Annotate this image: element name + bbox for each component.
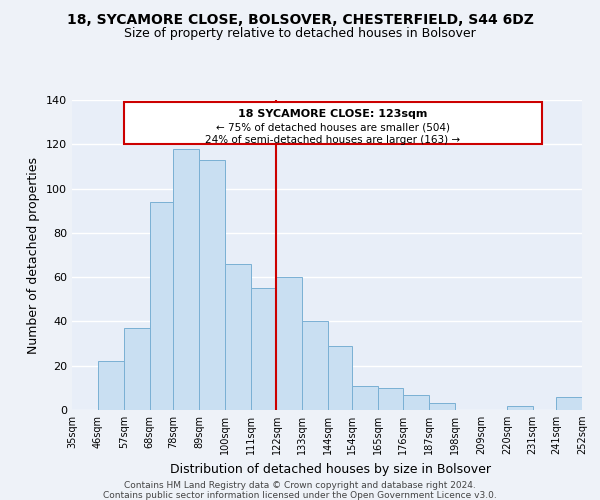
Bar: [251, 288, 277, 410]
Bar: [149, 202, 173, 410]
Bar: [98, 362, 124, 410]
Bar: [302, 322, 328, 410]
Y-axis label: Number of detached properties: Number of detached properties: [28, 156, 40, 354]
Text: 18, SYCAMORE CLOSE, BOLSOVER, CHESTERFIELD, S44 6DZ: 18, SYCAMORE CLOSE, BOLSOVER, CHESTERFIE…: [67, 12, 533, 26]
Bar: [277, 277, 302, 410]
Text: 18 SYCAMORE CLOSE: 123sqm: 18 SYCAMORE CLOSE: 123sqm: [238, 109, 428, 119]
Bar: [173, 148, 199, 410]
Bar: [328, 346, 352, 410]
Text: Size of property relative to detached houses in Bolsover: Size of property relative to detached ho…: [124, 28, 476, 40]
Text: ← 75% of detached houses are smaller (504): ← 75% of detached houses are smaller (50…: [216, 122, 450, 132]
Text: Distribution of detached houses by size in Bolsover: Distribution of detached houses by size …: [170, 464, 491, 476]
Bar: [352, 386, 377, 410]
Text: 24% of semi-detached houses are larger (163) →: 24% of semi-detached houses are larger (…: [205, 136, 460, 145]
Text: Contains public sector information licensed under the Open Government Licence v3: Contains public sector information licen…: [103, 490, 497, 500]
FancyBboxPatch shape: [124, 102, 542, 144]
Bar: [556, 396, 582, 410]
Bar: [199, 160, 225, 410]
Bar: [377, 388, 403, 410]
Bar: [507, 406, 533, 410]
Bar: [225, 264, 251, 410]
Text: Contains HM Land Registry data © Crown copyright and database right 2024.: Contains HM Land Registry data © Crown c…: [124, 482, 476, 490]
Bar: [403, 394, 429, 410]
Bar: [429, 404, 455, 410]
Bar: [124, 328, 149, 410]
